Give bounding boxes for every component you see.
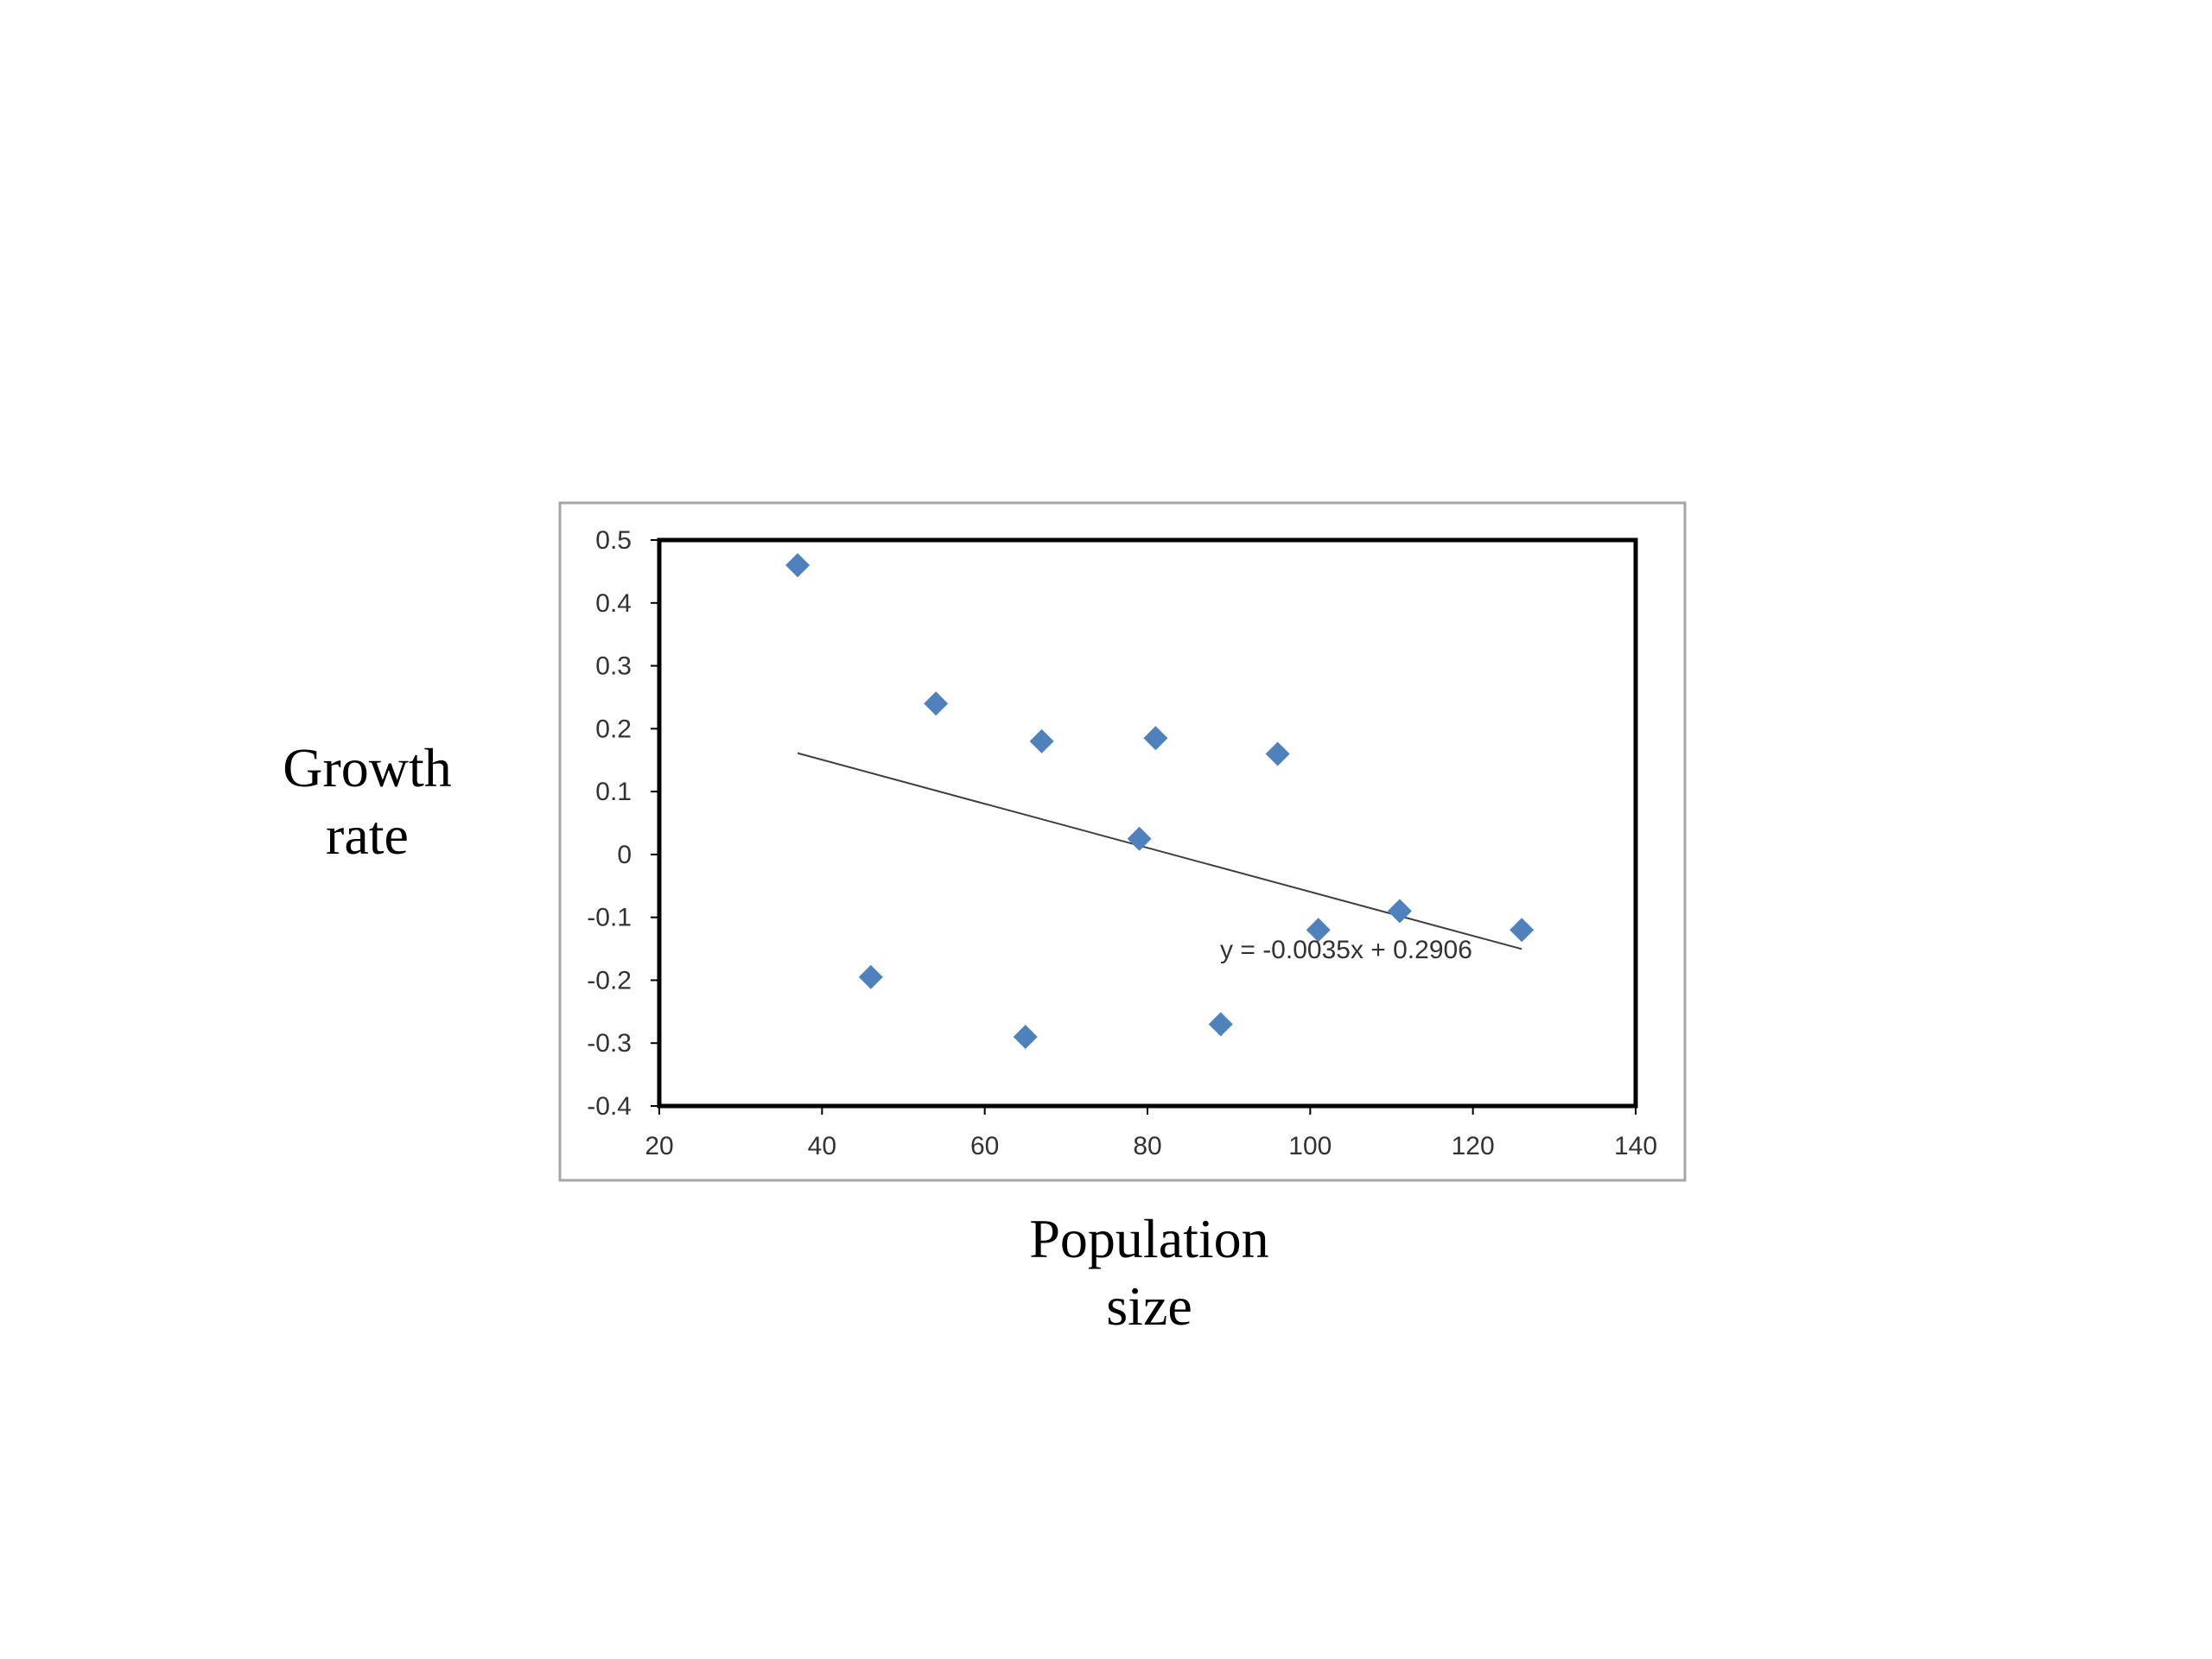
data-point xyxy=(1127,826,1152,851)
x-axis-title-line-2: size xyxy=(1106,1275,1192,1337)
data-point xyxy=(785,553,810,578)
y-tick-label: -0.3 xyxy=(587,1029,632,1058)
x-axis-title: Population size xyxy=(985,1205,1313,1340)
x-tick-label: 80 xyxy=(1133,1132,1161,1160)
data-point xyxy=(1510,918,1535,943)
data-point xyxy=(1265,741,1290,766)
data-points xyxy=(785,553,1535,1049)
data-point xyxy=(1013,1024,1038,1049)
x-tick-label: 60 xyxy=(970,1132,999,1160)
x-tick-label: 20 xyxy=(645,1132,673,1160)
data-point xyxy=(1143,726,1168,751)
y-axis-title-line-2: rate xyxy=(326,804,409,866)
x-tick-label: 120 xyxy=(1452,1132,1495,1160)
x-tick-label: 40 xyxy=(808,1132,836,1160)
y-tick-label: 0.4 xyxy=(595,589,632,618)
y-axis-title-line-1: Growth xyxy=(283,737,452,798)
data-point xyxy=(858,964,883,989)
data-point xyxy=(1029,728,1054,753)
axis-ticks: -0.4 -0.3 -0.2 -0.1 0 0.1 0.2 0.3 0.4 0.5 20 40 60 80… xyxy=(587,526,1657,1160)
y-tick-label: 0.5 xyxy=(595,526,632,555)
x-tick-label: 140 xyxy=(1614,1132,1657,1160)
y-tick-label: 0.2 xyxy=(595,715,632,743)
y-tick-label: 0.3 xyxy=(595,652,632,681)
x-tick-label: 100 xyxy=(1288,1132,1332,1160)
y-tick-label: 0.1 xyxy=(595,778,632,806)
plot-area xyxy=(657,537,1638,1109)
trendline-equation: y = -0.0035x + 0.2906 xyxy=(1220,936,1472,964)
y-tick-label: -0.4 xyxy=(587,1092,632,1121)
data-point xyxy=(1208,1012,1233,1037)
x-axis-title-line-1: Population xyxy=(1029,1208,1269,1269)
data-point xyxy=(1306,918,1331,943)
data-point xyxy=(1387,899,1412,924)
data-point xyxy=(924,691,949,716)
y-tick-label: -0.2 xyxy=(587,966,632,995)
y-tick-label: -0.1 xyxy=(587,904,632,932)
y-axis-title: Growth rate xyxy=(251,734,484,869)
y-tick-label: 0 xyxy=(617,841,632,869)
